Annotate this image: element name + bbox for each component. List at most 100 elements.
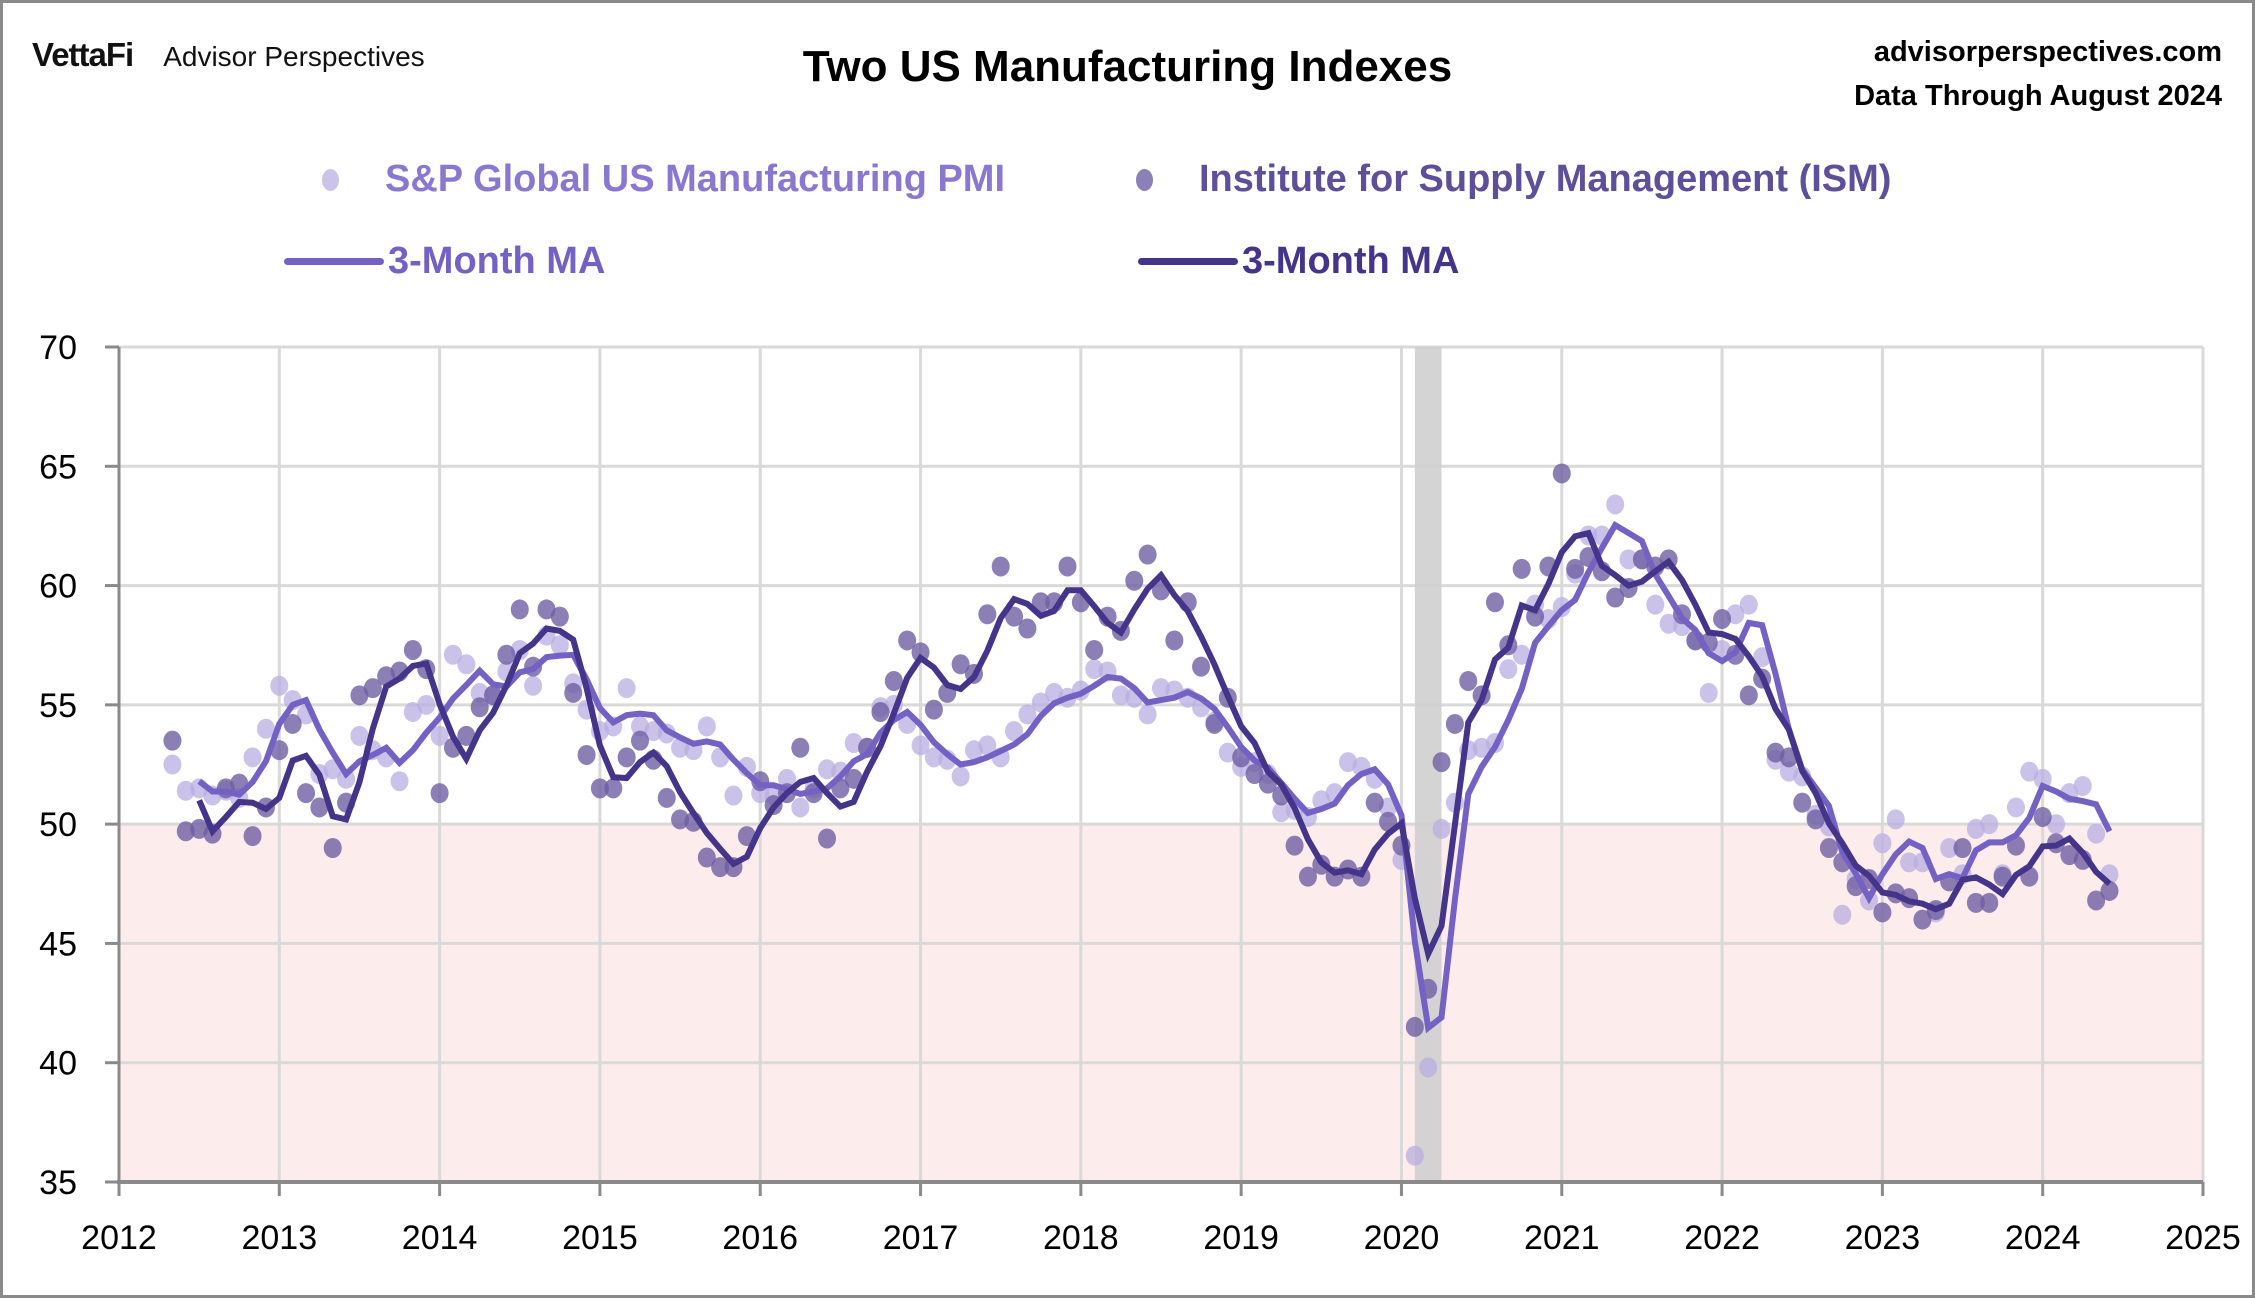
sp-data-point (1512, 644, 1531, 665)
sp-data-point (270, 675, 289, 696)
vettafi-logo: VettaFi (32, 36, 134, 73)
sp-data-point (777, 768, 796, 789)
sp-data-point (1980, 814, 1999, 835)
sp-data-point (697, 716, 716, 737)
sp-data-point (951, 766, 970, 787)
ism-data-point (510, 599, 529, 620)
site-url: advisorperspectives.com (1873, 36, 2222, 68)
y-tick-label: 35 (39, 1164, 77, 1202)
sp-data-point (1940, 838, 1959, 858)
ism-data-point (1552, 463, 1571, 484)
ism-data-point (283, 713, 302, 734)
sp-data-point (791, 797, 810, 818)
ism-data-point (978, 604, 997, 625)
legend-sp-dot-marker (322, 168, 339, 191)
ism-data-point (1005, 606, 1024, 627)
ism-data-point (1980, 892, 1999, 913)
legend-sp-ma: 3-Month MA (284, 240, 605, 283)
ism-data-point (1966, 892, 1985, 913)
ism-data-point (1405, 1016, 1424, 1037)
ism-data-point (884, 671, 903, 691)
sp-data-point (350, 725, 369, 746)
x-tick-label: 2022 (1684, 1219, 1760, 1257)
ism-data-point (1125, 570, 1144, 591)
sp-data-point (1432, 818, 1451, 839)
ism-data-point (1993, 866, 2012, 887)
ism-data-point (590, 778, 609, 799)
sp-data-point (1272, 802, 1291, 823)
sp-data-point (617, 678, 636, 699)
sp-data-point (1138, 704, 1157, 725)
legend-sp-ma-label: 3-Month MA (388, 240, 606, 282)
ism-data-point (2033, 806, 2052, 827)
sp-data-point (911, 735, 930, 756)
ism-data-point (310, 797, 329, 818)
x-tick-label: 2013 (241, 1219, 317, 1257)
ism-data-point (577, 744, 596, 765)
ism-data-point (631, 730, 649, 751)
ism-data-point (1713, 608, 1732, 629)
sp-data-point (1886, 809, 1905, 830)
ism-data-point (991, 556, 1010, 577)
ism-data-point (1819, 838, 1838, 858)
ism-ma-line (196, 529, 2112, 963)
y-tick-label: 55 (39, 687, 77, 725)
sp-data-point (176, 780, 195, 801)
sp-data-point (1699, 682, 1718, 703)
x-tick-label: 2018 (1043, 1219, 1119, 1257)
ism-data-point (457, 725, 476, 746)
ism-data-point (1459, 671, 1478, 691)
sp-data-point (524, 675, 543, 696)
ism-data-point (1245, 764, 1264, 785)
y-tick-label: 60 (39, 568, 77, 606)
sp-data-point (1018, 704, 1037, 725)
ism-data-point (470, 697, 489, 718)
sp-data-point (1111, 685, 1130, 706)
sp-data-point (1619, 549, 1638, 570)
ism-data-point (1285, 835, 1304, 856)
ism-data-point (2100, 880, 2119, 901)
sp-data-point (724, 785, 743, 806)
sp-data-point (1152, 678, 1170, 699)
y-tick-label: 70 (39, 329, 77, 367)
sp-data-point (1739, 594, 1758, 615)
sp-data-point (1606, 494, 1625, 515)
ism-data-point (497, 644, 516, 665)
ism-data-point (537, 599, 556, 620)
sp-data-point (2087, 823, 2106, 844)
legend-ism-ma-line (1138, 258, 1238, 265)
ism-data-point (1953, 838, 1972, 858)
ism-data-point (1566, 558, 1585, 579)
sp-data-point (1659, 613, 1678, 634)
sp-data-point (403, 702, 422, 723)
ism-data-point (1512, 558, 1531, 579)
legend-sp-dots: S&P Global US Manufacturing PMI (322, 158, 1005, 201)
sp-data-point (243, 747, 262, 768)
ism-data-point (844, 768, 863, 789)
ism-data-point (1873, 902, 1892, 923)
x-tick-label: 2016 (722, 1219, 798, 1257)
ism-data-point (163, 730, 182, 751)
ism-data-point (1058, 556, 1077, 577)
sp-data-point (818, 759, 837, 780)
ism-data-point (430, 783, 449, 804)
data-through-label: Data Through August 2024 (1854, 80, 2222, 112)
sp-data-point (924, 747, 943, 768)
ism-data-point (1485, 592, 1504, 613)
ism-data-point (1298, 866, 1317, 887)
ism-data-point (1806, 809, 1825, 830)
ism-data-point (1018, 618, 1037, 639)
x-tick-label: 2025 (2165, 1219, 2241, 1257)
x-tick-label: 2017 (883, 1219, 959, 1257)
sp-data-point (1900, 852, 1919, 873)
ism-data-point (924, 699, 943, 720)
ism-data-point (1031, 592, 1050, 613)
ism-data-point (671, 809, 690, 830)
ism-data-point (617, 747, 636, 768)
ism-data-point (2087, 890, 2106, 911)
sp-data-point (2073, 775, 2092, 796)
sp-data-point (470, 682, 489, 703)
sp-data-point (644, 721, 663, 742)
y-tick-label: 40 (39, 1045, 77, 1083)
chart-title: Two US Manufacturing Indexes (802, 42, 1453, 91)
